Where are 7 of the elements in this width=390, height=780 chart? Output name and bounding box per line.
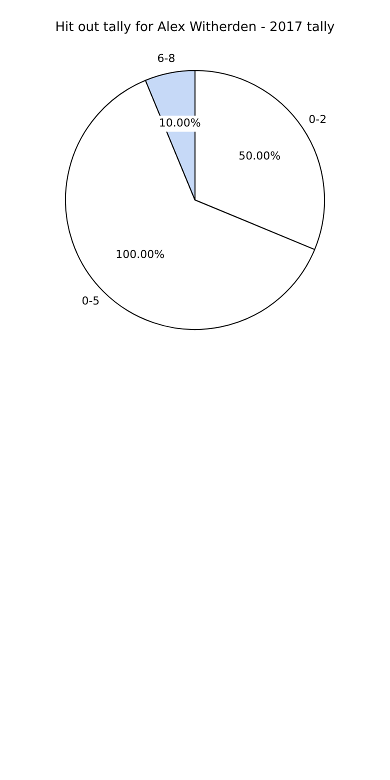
slice-label: 0-2 [308, 113, 327, 126]
chart-title: Hit out tally for Alex Witherden - 2017 tally [54, 20, 336, 35]
slice-label: 0-5 [82, 294, 100, 308]
data-label: 10.00% [158, 116, 201, 130]
slice-label: 6-8 [157, 52, 176, 66]
data-label: 100.00% [116, 248, 165, 261]
data-label: 50.00% [238, 150, 281, 163]
